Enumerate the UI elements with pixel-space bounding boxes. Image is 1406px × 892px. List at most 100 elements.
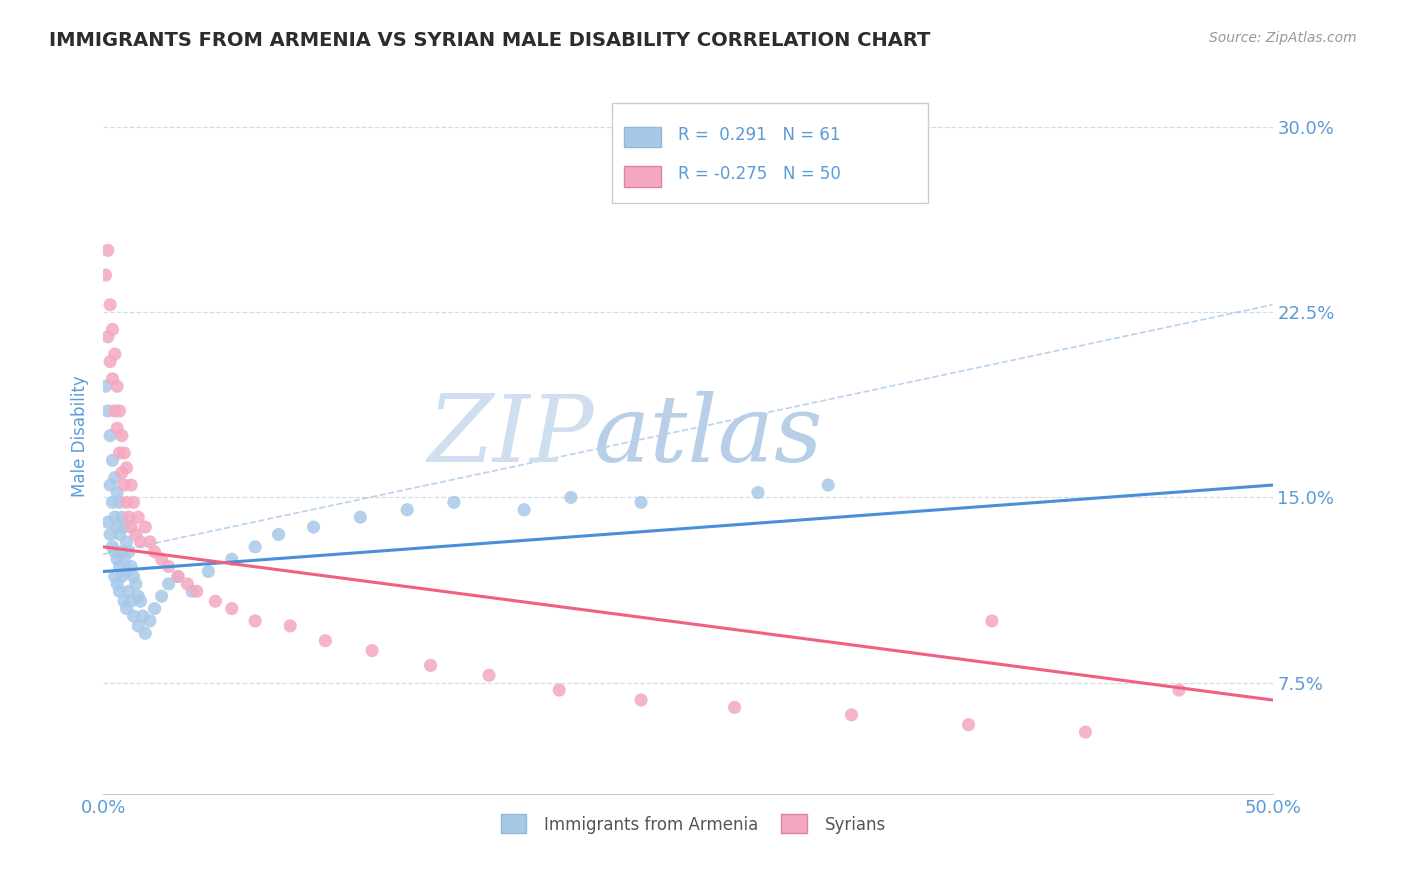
Point xyxy=(122,609,145,624)
Point xyxy=(94,379,117,393)
Point xyxy=(97,244,120,258)
Bar xyxy=(623,166,661,186)
Point xyxy=(111,466,134,480)
Point xyxy=(108,495,131,509)
Point xyxy=(104,347,127,361)
Point xyxy=(125,527,148,541)
Point xyxy=(120,520,142,534)
Y-axis label: Male Disability: Male Disability xyxy=(72,375,89,497)
Point xyxy=(747,485,769,500)
Point xyxy=(181,584,204,599)
Point xyxy=(104,470,127,484)
Text: Source: ZipAtlas.com: Source: ZipAtlas.com xyxy=(1209,31,1357,45)
Point xyxy=(118,510,141,524)
Point xyxy=(98,527,121,541)
Point xyxy=(221,552,243,566)
Point xyxy=(104,510,127,524)
Point xyxy=(104,545,127,559)
Point xyxy=(115,565,138,579)
Point xyxy=(105,485,128,500)
Point xyxy=(150,589,173,603)
Point xyxy=(221,601,243,615)
Point xyxy=(98,428,121,442)
Point xyxy=(419,658,441,673)
Point xyxy=(101,453,124,467)
Point xyxy=(204,594,226,608)
Point xyxy=(129,594,152,608)
Point xyxy=(98,478,121,492)
Point xyxy=(630,693,652,707)
Point xyxy=(125,577,148,591)
Point xyxy=(841,707,863,722)
Point xyxy=(134,520,156,534)
Point xyxy=(167,569,190,583)
Point xyxy=(396,502,419,516)
Point xyxy=(1074,725,1097,739)
Point xyxy=(112,594,135,608)
Text: Syrians: Syrians xyxy=(825,815,886,834)
Point xyxy=(157,559,180,574)
Point xyxy=(143,601,166,615)
Point xyxy=(118,584,141,599)
Point xyxy=(176,577,198,591)
Point xyxy=(243,540,266,554)
Point xyxy=(104,404,127,418)
Point xyxy=(108,446,131,460)
Point xyxy=(108,559,131,574)
Point xyxy=(443,495,465,509)
Point xyxy=(267,527,290,541)
Point xyxy=(134,626,156,640)
Point xyxy=(101,322,124,336)
Text: ZIP: ZIP xyxy=(427,391,595,481)
Point xyxy=(118,545,141,559)
Point xyxy=(111,510,134,524)
Point xyxy=(112,552,135,566)
Point xyxy=(186,584,208,599)
Point xyxy=(112,446,135,460)
Point xyxy=(101,372,124,386)
Point xyxy=(105,520,128,534)
Point xyxy=(101,540,124,554)
Point xyxy=(122,495,145,509)
Point xyxy=(111,428,134,442)
Point xyxy=(980,614,1002,628)
Point xyxy=(129,534,152,549)
Point xyxy=(157,577,180,591)
FancyBboxPatch shape xyxy=(612,103,928,202)
Point xyxy=(361,643,384,657)
Point xyxy=(104,569,127,583)
Point xyxy=(560,491,582,505)
Point xyxy=(115,460,138,475)
Bar xyxy=(623,127,661,147)
Point xyxy=(105,552,128,566)
Point xyxy=(127,510,149,524)
Bar xyxy=(782,814,807,833)
Point xyxy=(94,268,117,282)
Point xyxy=(111,569,134,583)
Point xyxy=(120,594,142,608)
Point xyxy=(167,569,190,583)
Point xyxy=(1168,683,1191,698)
Point xyxy=(723,700,745,714)
Point xyxy=(98,354,121,368)
Point xyxy=(105,577,128,591)
Text: Immigrants from Armenia: Immigrants from Armenia xyxy=(544,815,758,834)
Point xyxy=(478,668,501,682)
Point xyxy=(111,545,134,559)
Point xyxy=(97,330,120,344)
Bar xyxy=(501,814,526,833)
Point xyxy=(108,527,131,541)
Point xyxy=(548,683,571,698)
Point xyxy=(105,379,128,393)
Point xyxy=(150,552,173,566)
Point xyxy=(132,609,155,624)
Text: IMMIGRANTS FROM ARMENIA VS SYRIAN MALE DISABILITY CORRELATION CHART: IMMIGRANTS FROM ARMENIA VS SYRIAN MALE D… xyxy=(49,31,931,50)
Point xyxy=(630,495,652,509)
Point xyxy=(817,478,839,492)
Point xyxy=(127,589,149,603)
Point xyxy=(97,515,120,529)
Point xyxy=(108,584,131,599)
Point xyxy=(112,520,135,534)
Point xyxy=(143,545,166,559)
Point xyxy=(302,520,325,534)
